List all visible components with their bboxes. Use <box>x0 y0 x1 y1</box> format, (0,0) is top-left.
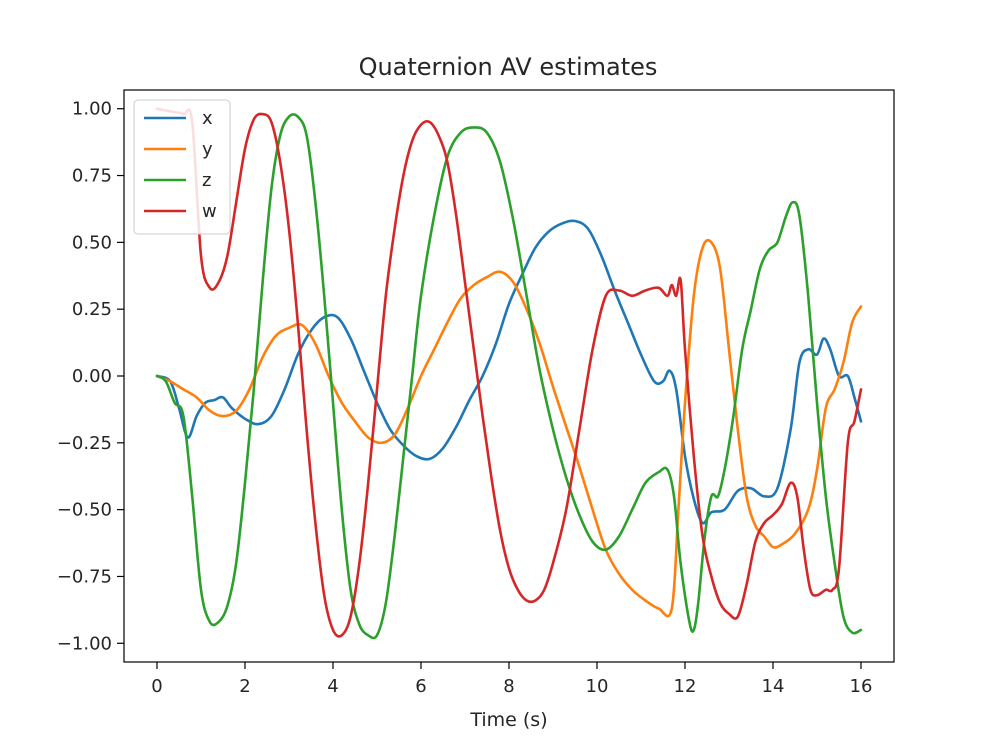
y-tick-label: 0.00 <box>72 366 112 387</box>
y-tick-label: 0.50 <box>72 232 112 253</box>
legend-box <box>133 99 231 235</box>
y-tick-label: −0.75 <box>57 566 112 587</box>
y-tick-label: −0.50 <box>57 500 112 521</box>
series-line-w <box>155 107 863 638</box>
y-tick-label: −1.00 <box>57 633 112 654</box>
series-line-y <box>155 238 863 618</box>
x-tick-label: 4 <box>327 676 338 697</box>
x-tick-label: 16 <box>850 676 873 697</box>
legend-label-y: y <box>202 139 213 160</box>
legend-label-z: z <box>202 170 211 191</box>
y-tick-label: 0.25 <box>72 299 112 320</box>
x-axis: 0 2 4 6 8 10 12 14 16 <box>151 662 872 697</box>
legend-label-w: w <box>202 201 217 222</box>
y-axis: 1.00 0.75 0.50 0.25 0.00 −0.25 −0.50 −0.75 −1.00 <box>57 99 124 654</box>
x-axis-label: Time (s) <box>469 709 547 731</box>
y-tick-label: 1.00 <box>72 99 112 120</box>
x-tick-label: 8 <box>503 676 514 697</box>
y-tick-label: −0.25 <box>57 433 112 454</box>
y-tick-label: 0.75 <box>72 166 112 187</box>
series-line-z <box>155 113 863 640</box>
x-tick-label: 12 <box>674 676 697 697</box>
series-line-x <box>155 219 863 525</box>
x-tick-label: 2 <box>239 676 250 697</box>
chart-title: Quaternion AV estimates <box>359 53 658 81</box>
x-tick-label: 6 <box>415 676 426 697</box>
series-layer <box>155 107 863 640</box>
x-tick-label: 14 <box>762 676 785 697</box>
legend-label-x: x <box>202 108 213 129</box>
x-tick-label: 0 <box>151 676 162 697</box>
x-tick-label: 10 <box>586 676 609 697</box>
